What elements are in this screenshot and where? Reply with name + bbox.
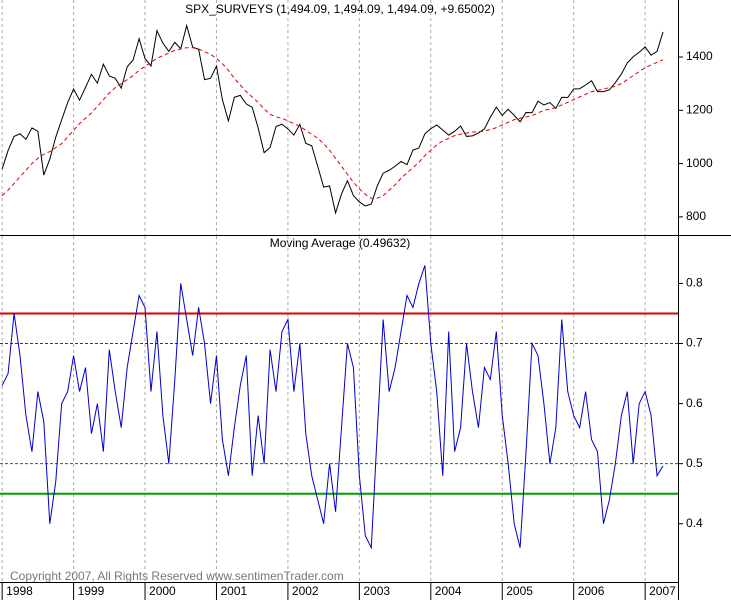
series-line	[1, 23, 664, 215]
x-tick-label: 1999	[78, 584, 105, 598]
x-tick-label: 2003	[363, 584, 390, 598]
y-tick-label: 1200	[686, 102, 713, 116]
y-tick-label: 0.7	[686, 336, 703, 350]
y-tick-label: 1000	[686, 156, 713, 170]
x-tick-label: 2002	[292, 584, 319, 598]
panel-title: Moving Average (0.49632)	[270, 236, 411, 250]
series-line	[1, 265, 664, 550]
x-tick-label: 2006	[578, 584, 605, 598]
y-tick-label: 1400	[686, 49, 713, 63]
series-line	[1, 47, 664, 199]
y-tick-label: 0.4	[686, 516, 703, 530]
y-tick-label: 0.6	[686, 396, 703, 410]
copyright: Copyright 2007, All Rights Reserved www.…	[10, 569, 344, 583]
y-tick-label: 0.5	[686, 456, 703, 470]
chart-title: SPX_SURVEYS (1,494.09, 1,494.09, 1,494.0…	[185, 2, 495, 16]
x-tick-label: 2004	[435, 584, 462, 598]
y-tick-label: 800	[686, 209, 706, 223]
x-tick-label: 1998	[6, 584, 33, 598]
x-tick-label: 2001	[220, 584, 247, 598]
x-tick-label: 2005	[506, 584, 533, 598]
y-tick-label: 0.8	[686, 276, 703, 290]
x-tick-label: 2007	[649, 584, 676, 598]
x-tick-label: 2000	[149, 584, 176, 598]
